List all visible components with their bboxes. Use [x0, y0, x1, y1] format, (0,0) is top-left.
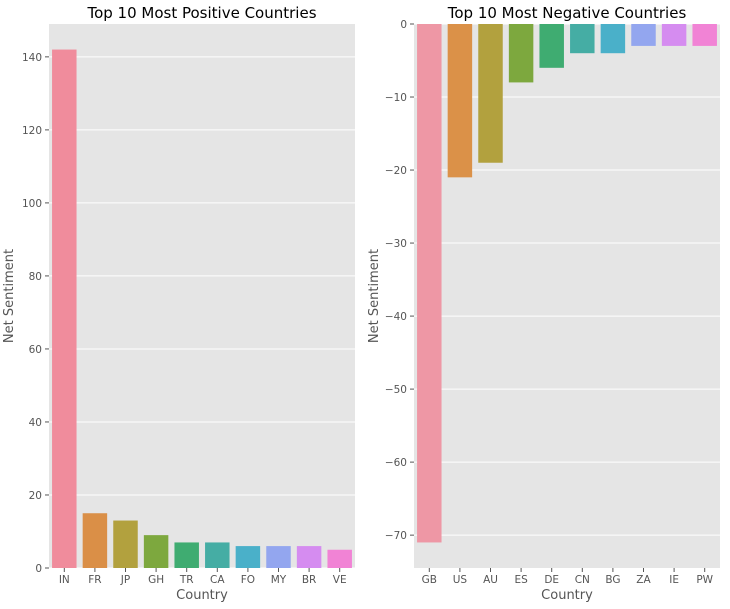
- bar-es: [508, 24, 534, 83]
- bar-my: [266, 546, 291, 568]
- bar-jp: [113, 520, 138, 568]
- y-tick-label: 140: [22, 52, 42, 64]
- y-tick-label: 0: [35, 563, 42, 575]
- y-tick-label: 60: [29, 344, 42, 356]
- x-axis-label: Country: [176, 588, 228, 603]
- y-tick-label: −10: [385, 92, 407, 104]
- y-tick-label: 40: [29, 417, 42, 429]
- x-tick-label: FR: [88, 574, 101, 586]
- x-tick-label: GH: [148, 574, 164, 586]
- y-tick-label: −70: [385, 530, 407, 542]
- bar-za: [631, 24, 656, 46]
- y-tick-label: 80: [29, 271, 42, 283]
- x-tick-label: JP: [120, 574, 130, 586]
- x-axis-label: Country: [541, 588, 593, 603]
- x-tick-label: ES: [514, 574, 528, 586]
- bar-pw: [692, 24, 717, 46]
- x-tick-label: MY: [271, 574, 287, 586]
- y-tick-label: −20: [385, 165, 407, 177]
- y-axis-label: Net Sentiment: [367, 249, 382, 343]
- y-axis-label: Net Sentiment: [2, 249, 17, 343]
- x-tick-label: FO: [241, 574, 255, 586]
- bar-fo: [235, 546, 261, 568]
- y-tick-label: −40: [385, 311, 407, 323]
- bar-ca: [205, 542, 230, 568]
- x-tick-label: ZA: [636, 574, 651, 586]
- x-tick-label: TR: [179, 574, 194, 586]
- y-tick-label: −50: [385, 384, 407, 396]
- x-tick-label: IE: [669, 574, 679, 586]
- y-tick-label: 20: [29, 490, 42, 502]
- x-tick-label: DE: [544, 574, 559, 586]
- x-tick-label: CN: [575, 574, 590, 586]
- x-tick-label: AU: [483, 574, 498, 586]
- x-tick-label: VE: [333, 574, 347, 586]
- y-tick-label: 120: [22, 125, 42, 137]
- y-tick-label: −60: [385, 457, 407, 469]
- y-tick-label: 100: [22, 198, 42, 210]
- x-tick-label: PW: [696, 574, 713, 586]
- x-tick-label: CA: [210, 574, 225, 586]
- bar-gb: [417, 24, 442, 543]
- x-tick-label: GB: [422, 574, 437, 586]
- chart-panel-positive: 0 20 40 60 80 100 120 140 IN FR JP GH TR CA FO MY BR VE To…: [2, 4, 355, 603]
- chart-title: Top 10 Most Positive Countries: [86, 4, 316, 22]
- x-tick-label: BG: [605, 574, 620, 586]
- bar-au: [478, 24, 503, 163]
- bar-ie: [661, 24, 687, 46]
- bar-cn: [570, 24, 595, 54]
- x-tick-label: BR: [302, 574, 317, 586]
- y-tick-label: 0: [400, 19, 407, 31]
- bar-gh: [143, 535, 169, 568]
- chart-panel-negative: 0 −10 −20 −30 −40 −50 −60 −70 GB US AU ES DE CN BG ZA IE…: [367, 4, 720, 603]
- bar-us: [447, 24, 473, 178]
- bar-fr: [82, 513, 108, 568]
- plot-area: [49, 24, 355, 568]
- bar-bg: [600, 24, 626, 54]
- x-tick-label: IN: [59, 574, 70, 586]
- x-tick-label: US: [453, 574, 468, 586]
- bar-ve: [327, 549, 352, 568]
- bar-in: [52, 49, 77, 568]
- chart-title: Top 10 Most Negative Countries: [447, 4, 687, 22]
- bar-de: [539, 24, 564, 68]
- y-tick-label: −30: [385, 238, 407, 250]
- bar-br: [296, 546, 322, 568]
- bar-tr: [174, 542, 199, 568]
